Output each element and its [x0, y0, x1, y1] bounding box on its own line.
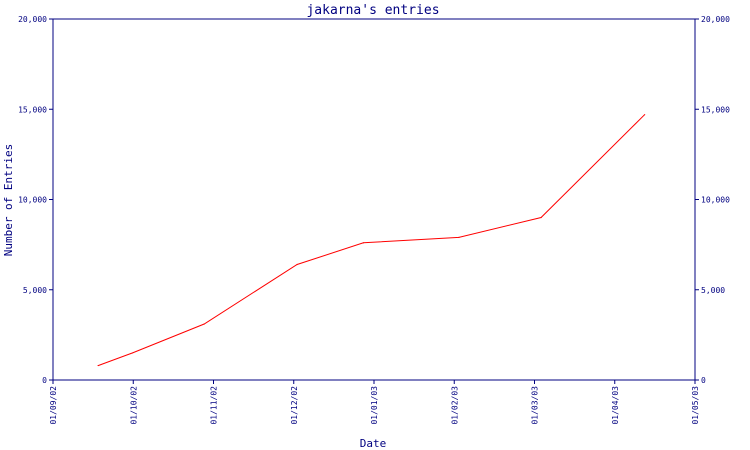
x-axis-label: Date [360, 437, 387, 450]
data-point [362, 242, 364, 244]
data-point [131, 352, 134, 354]
data-point [97, 364, 99, 367]
data-point [458, 236, 460, 239]
y-tick-label-left: 5,000 [23, 286, 47, 295]
y-tick-label-left: 10,000 [18, 196, 47, 205]
x-tick-label: 01/11/02 [210, 386, 219, 425]
x-tick-label: 01/01/03 [370, 386, 379, 425]
data-point [540, 216, 542, 219]
y-axis-left: 0 5,000 10,000 15,000 20,000 [18, 15, 53, 385]
y-tick-label-left: 15,000 [18, 105, 47, 114]
data-point [643, 114, 646, 116]
y-axis-right: 0 5,000 10,000 15,000 20,000 [695, 15, 730, 385]
y-tick-label-right: 20,000 [701, 15, 730, 24]
y-tick-label-right: 0 [701, 376, 706, 385]
y-tick-label-right: 10,000 [701, 196, 730, 205]
y-tick-label-right: 15,000 [701, 105, 730, 114]
x-axis: 01/09/02 01/10/02 01/11/02 01/12/02 01/01/03… [49, 380, 700, 425]
x-tick-label: 01/05/03 [691, 386, 700, 425]
y-axis-label: Number of Entries [2, 144, 15, 257]
series-line [97, 114, 645, 367]
plot-frame [52, 18, 696, 381]
series-layer [97, 114, 646, 367]
x-tick-label: 01/02/03 [450, 386, 459, 425]
y-tick-label-right: 5,000 [701, 286, 725, 295]
x-tick-label: 01/10/02 [129, 386, 138, 425]
y-tick-label-left: 20,000 [18, 15, 47, 24]
y-tick-label-left: 0 [42, 376, 47, 385]
x-tick-label: 01/04/03 [611, 386, 620, 425]
x-tick-label: 01/09/02 [49, 386, 58, 425]
x-tick-label: 01/12/02 [290, 386, 299, 425]
data-point [296, 263, 298, 266]
chart-title: jakarna's entries [306, 3, 439, 18]
x-tick-label: 01/03/03 [531, 386, 540, 425]
data-point [203, 323, 205, 325]
